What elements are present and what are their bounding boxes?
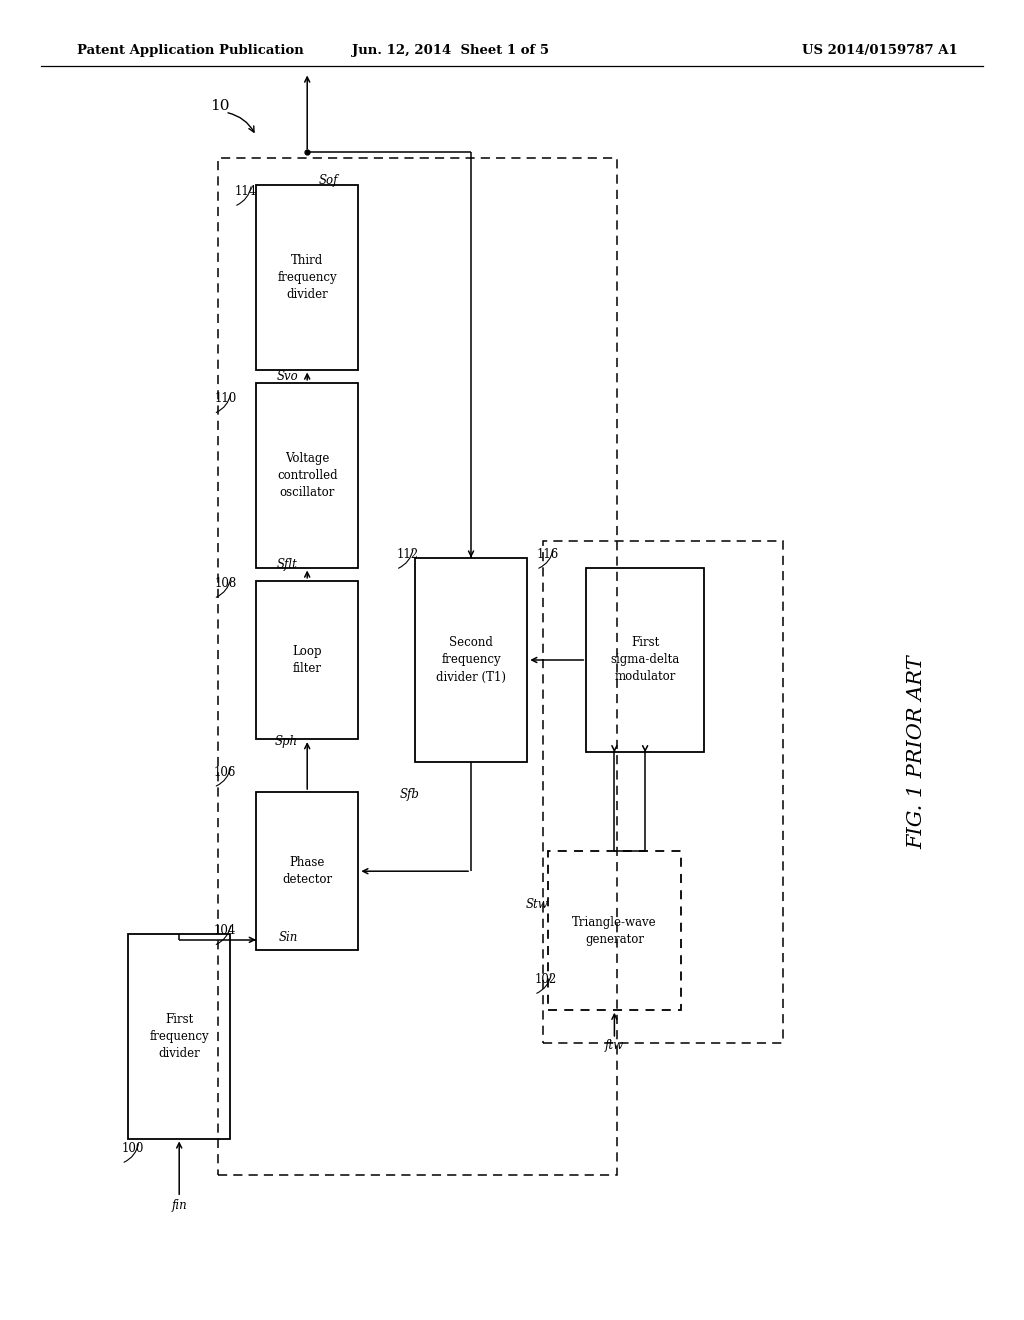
Text: First
frequency
divider: First frequency divider: [150, 1012, 209, 1060]
Bar: [256, 792, 358, 950]
Text: 114: 114: [234, 185, 257, 198]
Text: 116: 116: [537, 548, 559, 561]
Text: Stw: Stw: [526, 898, 549, 911]
Text: Third
frequency
divider: Third frequency divider: [278, 253, 337, 301]
Text: 108: 108: [214, 577, 237, 590]
Bar: [128, 935, 230, 1138]
Text: ftw: ftw: [605, 1039, 624, 1052]
Text: FIG. 1 PRIOR ART: FIG. 1 PRIOR ART: [907, 656, 926, 849]
Text: Sin: Sin: [279, 931, 298, 944]
Text: First
sigma-delta
modulator: First sigma-delta modulator: [610, 636, 680, 684]
Bar: [586, 568, 705, 752]
Text: Voltage
controlled
oscillator: Voltage controlled oscillator: [276, 451, 338, 499]
Bar: [415, 557, 527, 763]
Text: 100: 100: [122, 1142, 144, 1155]
Text: fin: fin: [171, 1199, 187, 1212]
Text: 102: 102: [535, 973, 557, 986]
Bar: [256, 581, 358, 739]
Bar: [548, 851, 681, 1010]
Text: Triangle-wave
generator: Triangle-wave generator: [572, 916, 656, 945]
Text: US 2014/0159787 A1: US 2014/0159787 A1: [802, 44, 957, 57]
Text: Second
frequency
divider (T1): Second frequency divider (T1): [436, 636, 506, 684]
Text: Jun. 12, 2014  Sheet 1 of 5: Jun. 12, 2014 Sheet 1 of 5: [352, 44, 549, 57]
Text: Loop
filter: Loop filter: [293, 645, 322, 675]
Text: Sph: Sph: [274, 735, 298, 748]
Bar: [543, 541, 783, 1043]
Text: 112: 112: [396, 548, 419, 561]
Text: Sfb: Sfb: [399, 788, 420, 801]
Text: Sof: Sof: [318, 174, 338, 187]
Text: Sflt: Sflt: [278, 558, 298, 572]
Text: Phase
detector: Phase detector: [283, 857, 332, 886]
Text: 104: 104: [214, 924, 237, 937]
Text: Patent Application Publication: Patent Application Publication: [77, 44, 303, 57]
Text: 106: 106: [214, 766, 237, 779]
Bar: [218, 158, 617, 1175]
Bar: [256, 185, 358, 370]
Bar: [256, 383, 358, 568]
Text: 10: 10: [210, 99, 230, 112]
Text: 110: 110: [214, 392, 237, 405]
Text: Svo: Svo: [276, 370, 298, 383]
